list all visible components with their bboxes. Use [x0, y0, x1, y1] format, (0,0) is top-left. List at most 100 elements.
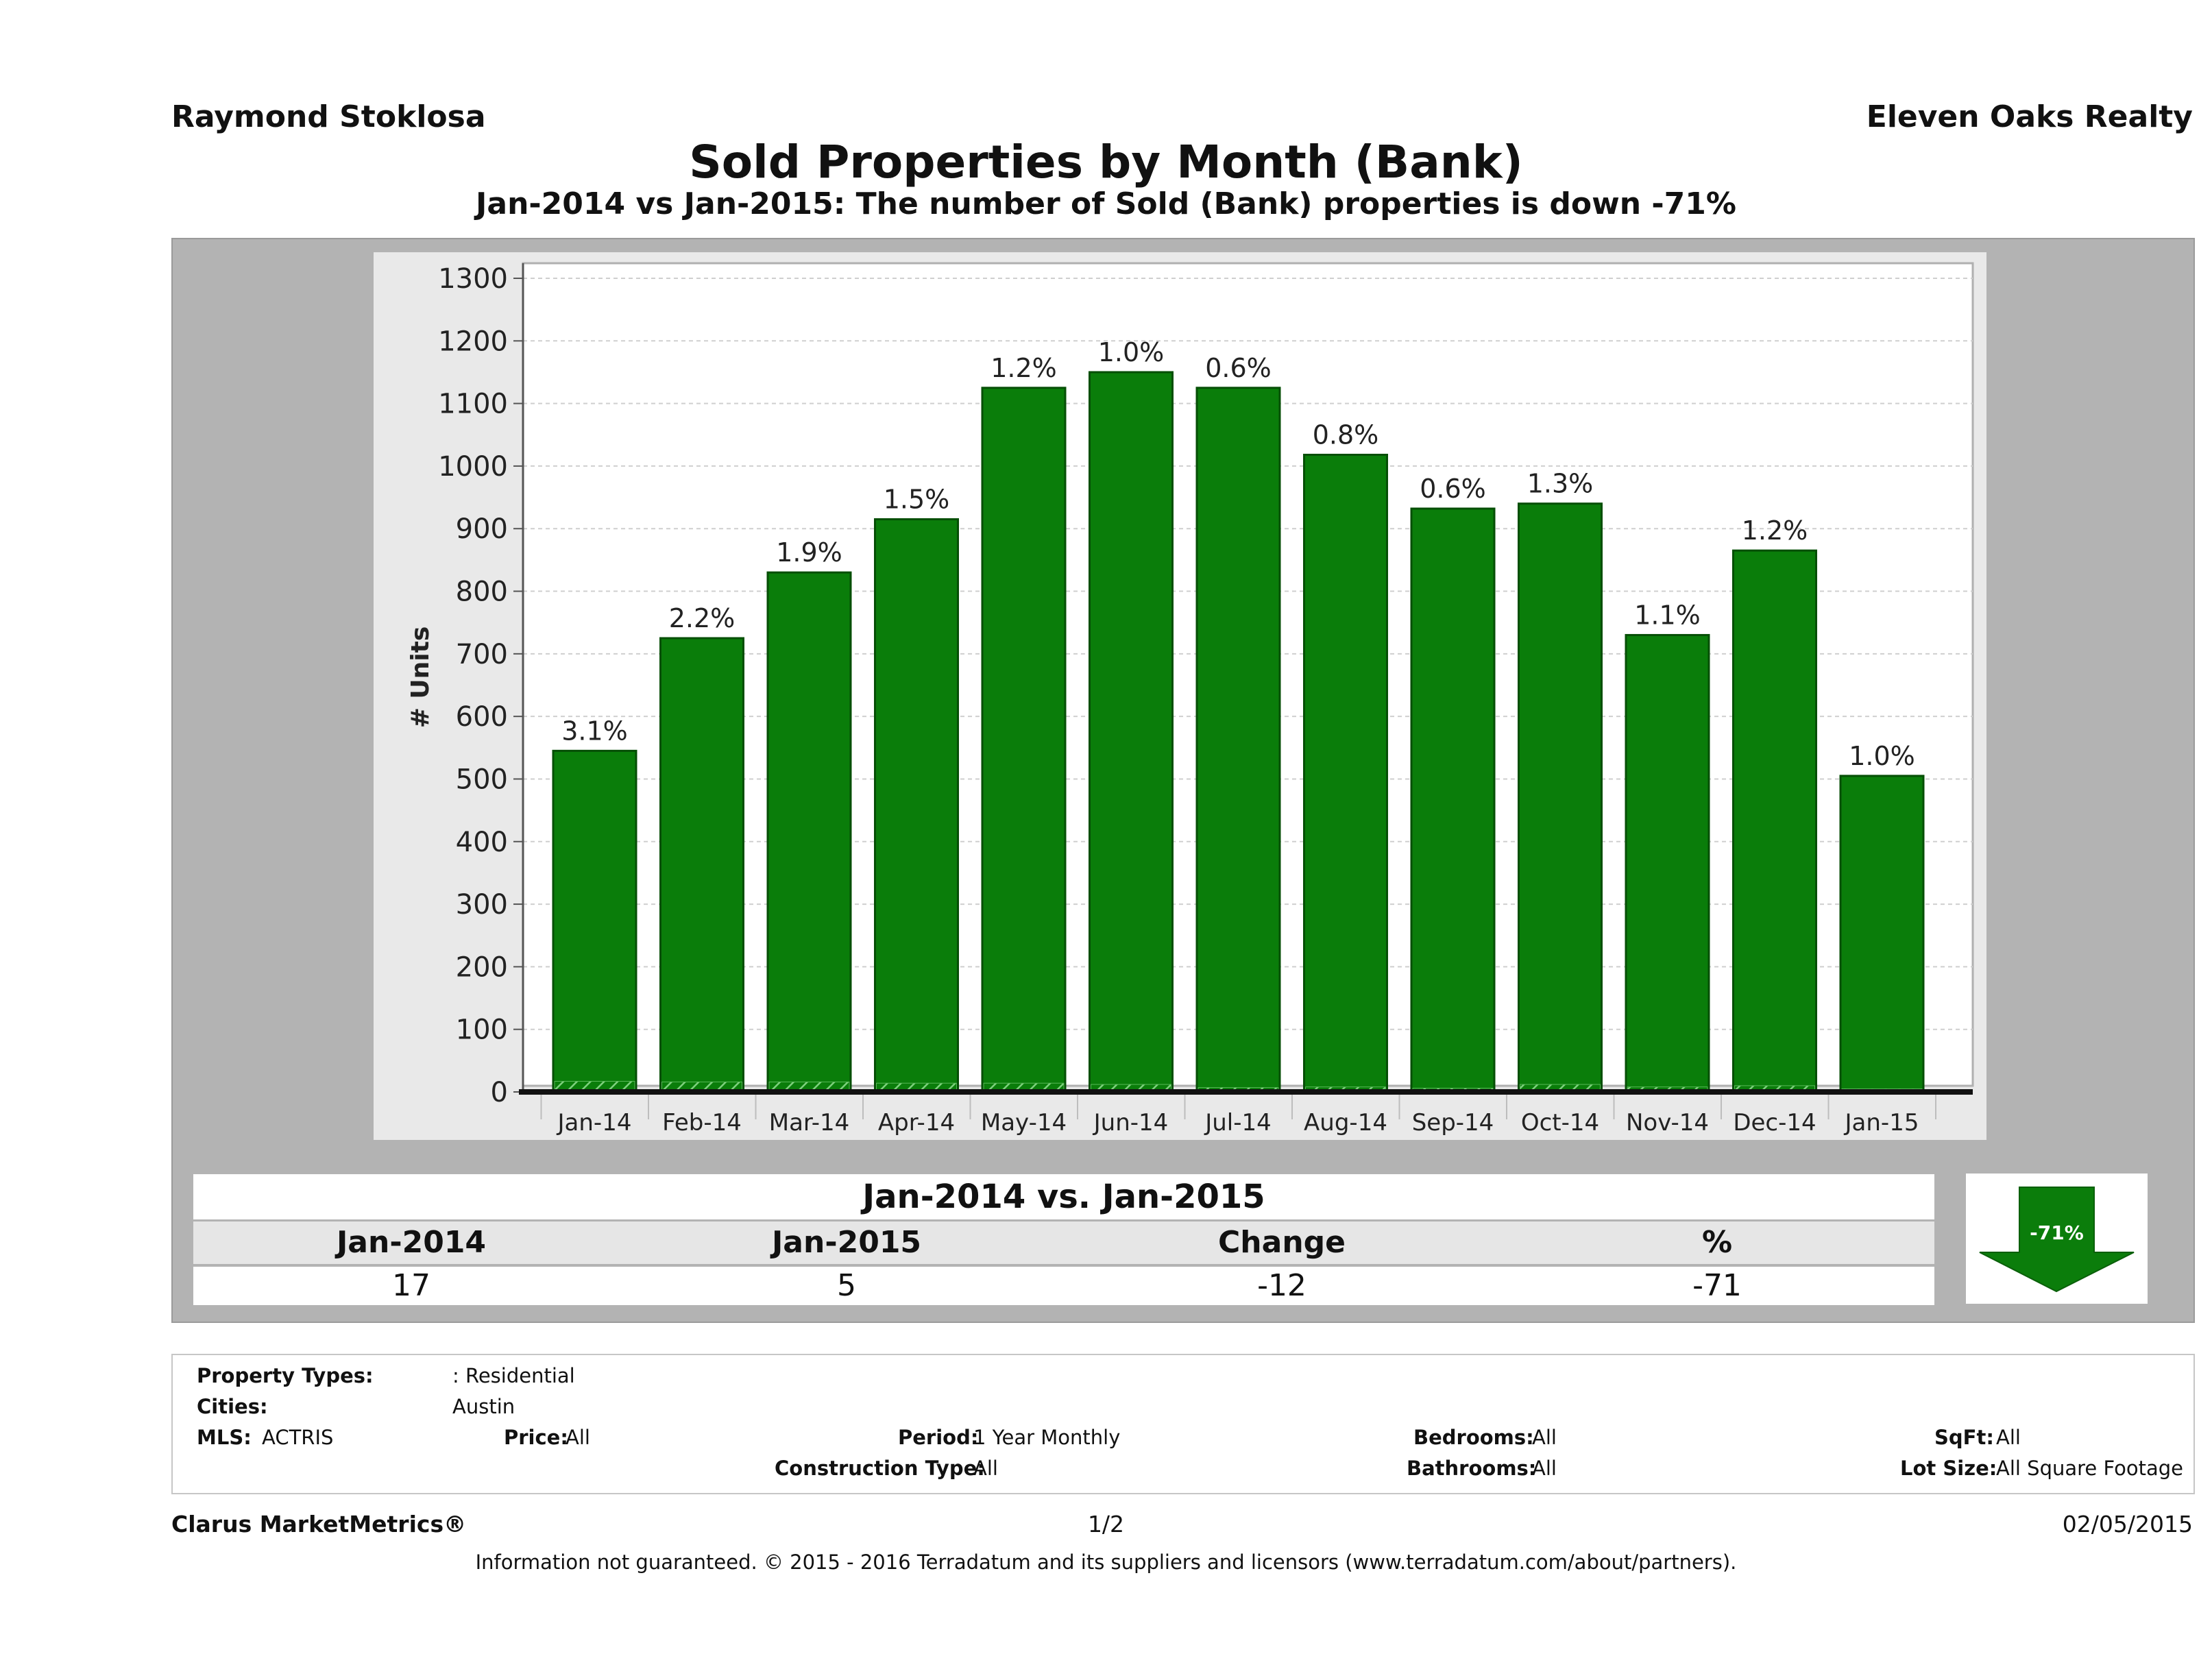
bar	[1089, 371, 1174, 1093]
price-value: All	[566, 1426, 590, 1449]
data-label: 3.1%	[561, 716, 628, 746]
y-tick-label: 800	[456, 576, 508, 608]
down-arrow-icon	[1979, 1187, 2135, 1293]
comparison-header-change: Change	[1218, 1225, 1346, 1260]
comparison-value-jan2015: 5	[837, 1268, 856, 1303]
bar	[1195, 387, 1281, 1093]
x-tick-label: Dec-14	[1733, 1109, 1816, 1136]
data-label: 1.9%	[776, 537, 842, 568]
disclaimer: Information not guaranteed. © 2015 - 201…	[475, 1551, 1737, 1574]
y-tick-label: 0	[491, 1077, 508, 1108]
bar	[1410, 507, 1496, 1093]
y-tick-label: 1100	[438, 389, 508, 420]
x-tick-label: Nov-14	[1626, 1109, 1709, 1136]
bar	[659, 637, 744, 1093]
y-tick-label: 200	[456, 951, 508, 983]
price-label: Price:	[504, 1426, 568, 1449]
comparison-title-band	[193, 1174, 1934, 1219]
property-types-value: : Residential	[452, 1364, 575, 1387]
period-label: Period:	[898, 1426, 979, 1449]
lot-size-value: All Square Footage	[1996, 1457, 2184, 1480]
chart-area: 3.1% 2.2% 1.9% 1.5% 1.2% 1.0% 0.6% 0.8% 0.6% 1.3%…	[374, 252, 1986, 1140]
agent-name: Raymond Stoklosa	[171, 99, 486, 134]
y-tick-label: 300	[456, 889, 508, 921]
comparison-header-jan2015: Jan-2015	[771, 1225, 922, 1260]
construction-type-label: Construction Type:	[775, 1457, 985, 1480]
bedrooms-label: Bedrooms:	[1413, 1426, 1534, 1449]
x-tick-label: Apr-14	[878, 1109, 955, 1136]
x-tick-label: Oct-14	[1521, 1109, 1599, 1136]
comparison-title: Jan-2014 vs. Jan-2015	[862, 1178, 1265, 1216]
chart-subtitle: Jan-2014 vs Jan-2015: The number of Sold…	[476, 186, 1736, 221]
comparison-header-band	[193, 1221, 1934, 1264]
trend-badge	[1966, 1174, 2148, 1304]
construction-type-value: All	[973, 1457, 998, 1480]
mls-value: ACTRIS	[262, 1426, 334, 1449]
y-tick-label: 1200	[438, 326, 508, 357]
x-tick-label: Jul-14	[1204, 1109, 1272, 1136]
data-label: 1.5%	[884, 485, 950, 515]
comparison-header-jan2014: Jan-2014	[336, 1225, 487, 1260]
comparison-values-band	[193, 1267, 1934, 1305]
cities-label: Cities:	[197, 1395, 268, 1418]
bathrooms-label: Bathrooms:	[1407, 1457, 1537, 1480]
data-label: 1.2%	[990, 353, 1057, 383]
brand-name: Clarus MarketMetrics®	[171, 1511, 467, 1537]
bar	[981, 387, 1067, 1093]
bar-chart: 3.1% 2.2% 1.9% 1.5% 1.2% 1.0% 0.6% 0.8% 0.6% 1.3%…	[406, 262, 1974, 1136]
y-tick-label: 900	[456, 513, 508, 545]
page-number: 1/2	[1087, 1511, 1125, 1537]
x-tick-label: Jan-14	[557, 1109, 632, 1136]
comparison-value-change: -12	[1257, 1268, 1306, 1303]
trend-badge-label: -71%	[2030, 1221, 2084, 1244]
data-label: 1.0%	[1098, 337, 1165, 367]
criteria-panel	[171, 1354, 2195, 1494]
x-tick-label: Sep-14	[1412, 1109, 1494, 1136]
bar	[1518, 502, 1603, 1093]
comparison-value-percent: -71	[1692, 1268, 1742, 1303]
bathrooms-value: All	[1532, 1457, 1557, 1480]
data-label: 1.1%	[1634, 600, 1701, 630]
bar	[1303, 453, 1388, 1093]
y-tick-label: 700	[456, 639, 508, 670]
bar	[766, 571, 852, 1093]
lot-size-label: Lot Size:	[1900, 1457, 1997, 1480]
period-value: 1 Year Monthly	[973, 1426, 1121, 1449]
data-label: 2.2%	[669, 603, 736, 633]
bedrooms-value: All	[1532, 1426, 1557, 1449]
sqft-value: All	[1996, 1426, 2021, 1449]
bar	[552, 749, 637, 1093]
y-tick-label: 500	[456, 764, 508, 795]
data-label: 1.2%	[1742, 515, 1808, 546]
x-tick-label: May-14	[981, 1109, 1067, 1136]
y-tick-label: 100	[456, 1014, 508, 1046]
mls-label: MLS:	[197, 1426, 252, 1449]
y-axis-label: # Units	[406, 627, 435, 729]
data-label: 1.3%	[1527, 469, 1594, 499]
y-tick-label: 1000	[438, 451, 508, 483]
property-types-label: Property Types:	[197, 1364, 374, 1387]
x-tick-label: Jun-14	[1093, 1109, 1169, 1136]
x-tick-label: Jan-15	[1844, 1109, 1919, 1136]
cities-value: Austin	[452, 1395, 515, 1418]
comparison-header-percent: %	[1701, 1225, 1733, 1260]
data-label: 0.6%	[1205, 353, 1272, 383]
y-tick-label: 400	[456, 827, 508, 858]
bar	[874, 518, 959, 1093]
x-tick-label: Mar-14	[769, 1109, 850, 1136]
company-name: Eleven Oaks Realty	[1866, 99, 2193, 134]
sqft-label: SqFt:	[1934, 1426, 1994, 1449]
data-label: 1.0%	[1849, 741, 1915, 771]
chart-title: Sold Properties by Month (Bank)	[689, 136, 1523, 189]
y-tick-label: 600	[456, 701, 508, 733]
bar	[1625, 633, 1710, 1093]
report-date: 02/05/2015	[2062, 1511, 2193, 1537]
data-label: 0.6%	[1420, 474, 1486, 504]
bar	[1732, 549, 1817, 1093]
bar	[1839, 775, 1925, 1093]
data-label: 0.8%	[1313, 420, 1379, 450]
comparison-value-jan2014: 17	[392, 1268, 430, 1303]
y-tick-label: 1300	[438, 263, 508, 295]
x-tick-label: Feb-14	[662, 1109, 742, 1136]
x-tick-label: Aug-14	[1304, 1109, 1387, 1136]
